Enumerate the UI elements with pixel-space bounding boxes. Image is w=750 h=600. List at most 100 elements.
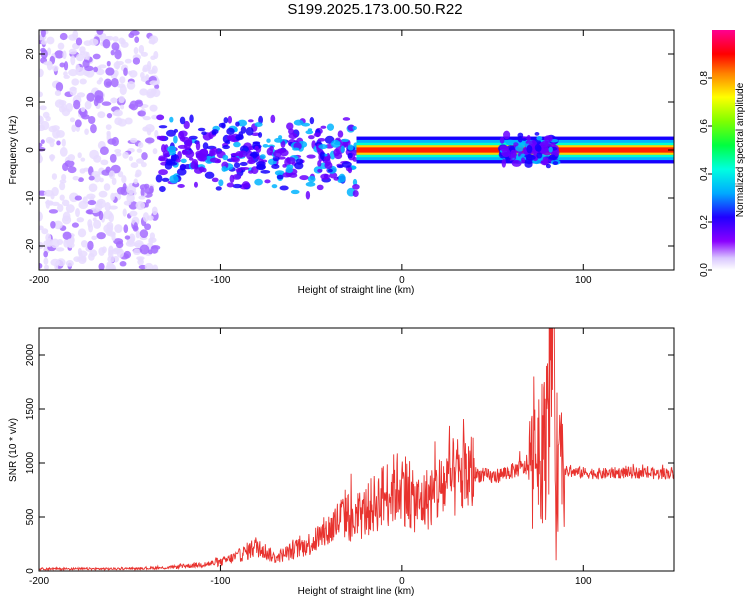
spectrogram-cell — [112, 111, 121, 116]
spectrogram-cell — [177, 184, 185, 188]
spectrogram-cell — [98, 247, 105, 256]
spectrogram-cell — [97, 200, 104, 205]
spectrogram-cell — [149, 232, 156, 240]
spectrogram-cell — [156, 114, 165, 121]
spectrogram-cell — [524, 161, 533, 168]
spectrogram-cell — [93, 174, 101, 183]
spectrogram-cell — [226, 134, 236, 141]
spectrogram-cell — [39, 142, 43, 148]
spectrogram-cell — [120, 41, 129, 48]
spectrogram-cell — [138, 195, 146, 200]
spectrogram-cell — [218, 179, 224, 187]
spectrogram-x-tick-label: 0 — [399, 275, 405, 286]
spectrogram-cell — [513, 142, 519, 147]
spectrogram-cell — [176, 168, 187, 176]
spectrogram-cell — [115, 240, 124, 249]
spectrogram-cell — [59, 194, 65, 201]
spectrogram-cell — [132, 181, 140, 188]
snr-y-tick-label: 500 — [25, 508, 36, 525]
snr-x-tick-label: 0 — [399, 576, 405, 587]
spectrogram-cell — [154, 84, 160, 90]
colorbar-label: Normalized spectral amplitude — [735, 82, 746, 217]
spectrogram-cell — [125, 240, 136, 247]
spectrogram-cell — [101, 101, 112, 106]
spectrogram-cell — [53, 220, 63, 230]
spectrogram-cell — [307, 175, 316, 183]
spectrogram-cell — [239, 161, 248, 167]
spectrogram-cell — [202, 142, 209, 150]
spectrogram-cell — [93, 97, 99, 107]
spectrogram-cell — [39, 115, 44, 125]
spectrogram-cell — [286, 164, 294, 170]
spectrogram-cell — [65, 102, 73, 113]
spectrogram-cell — [61, 138, 66, 147]
spectrogram-cell — [106, 35, 114, 41]
spectrogram-cell — [250, 151, 260, 158]
spectrogram-cell — [126, 193, 135, 203]
spectrogram-cell — [110, 49, 115, 56]
spectrogram-cell — [162, 150, 170, 158]
spectrogram-cell — [352, 157, 358, 162]
spectrogram-cell — [522, 138, 527, 142]
spectrogram-cell — [271, 164, 280, 169]
spectrogram-cell — [232, 174, 242, 180]
spectrogram-cell — [545, 163, 551, 169]
spectrogram-cell — [237, 119, 248, 127]
spectrogram-cell — [59, 182, 66, 191]
spectrogram-cell — [149, 80, 159, 86]
spectrogram-cell — [290, 189, 300, 195]
spectrogram-cell — [175, 158, 181, 163]
spectrogram-cell — [47, 138, 56, 143]
spectrogram-cell — [122, 182, 127, 193]
spectrogram-cell — [54, 99, 65, 108]
spectrogram-x-tick-label: -100 — [210, 275, 230, 286]
spectrogram-cell — [254, 145, 259, 151]
spectrogram-cell — [52, 65, 59, 72]
spectrogram-cell — [122, 151, 129, 159]
spectrogram-cell — [49, 154, 55, 162]
spectrogram-cell — [226, 127, 235, 135]
spectrogram-cell — [108, 205, 118, 210]
spectrogram-cell — [70, 55, 76, 66]
spectrogram-cell — [539, 145, 549, 153]
spectrogram-cell — [211, 131, 217, 135]
spectrogram-x-label: Height of straight line (km) — [298, 285, 415, 296]
spectrogram-cell — [501, 148, 511, 158]
spectrogram-cell — [78, 200, 89, 210]
spectrogram-cell — [109, 153, 117, 163]
spectrogram-cell — [341, 161, 352, 168]
spectrogram-cell — [124, 58, 132, 64]
spectrogram-cell — [199, 148, 209, 156]
spectrogram-cell — [159, 185, 166, 193]
spectrogram-cell — [347, 144, 354, 151]
snr-y-tick-label: 1500 — [25, 397, 36, 420]
spectrogram-cell — [76, 92, 86, 98]
spectrogram-cell — [39, 262, 43, 269]
spectrogram-cell — [257, 131, 263, 138]
colorbar-tick-label: 0.8 — [699, 71, 710, 85]
spectrogram-cell — [295, 158, 304, 165]
spectrogram-cell — [284, 157, 291, 167]
spectrogram-cell — [230, 152, 241, 157]
spectrogram-cell — [104, 202, 111, 212]
spectrogram-cell — [179, 130, 188, 137]
spectrogram-cell — [132, 57, 141, 65]
colorbar-tick-label: 0.2 — [699, 215, 710, 229]
spectrogram-y-tick-label: -10 — [25, 190, 36, 205]
spectrogram-cell — [126, 80, 136, 90]
spectrogram-cell — [72, 30, 79, 40]
spectrogram-cell — [54, 50, 65, 59]
spectrogram-cell — [193, 181, 198, 188]
spectrogram-cell — [534, 132, 540, 136]
spectrogram-cell — [299, 175, 309, 181]
spectrogram-cell — [114, 49, 122, 60]
spectrogram-cell — [108, 170, 116, 180]
spectrogram-cell — [139, 244, 150, 255]
spectrogram-cell — [158, 155, 166, 161]
spectrogram-cell — [54, 90, 62, 97]
spectrogram-cell — [499, 136, 505, 144]
spectrogram-cell — [115, 151, 122, 157]
spectrogram-cell — [158, 169, 168, 176]
spectrogram-cell — [169, 174, 179, 184]
spectrogram-cell — [256, 164, 266, 168]
